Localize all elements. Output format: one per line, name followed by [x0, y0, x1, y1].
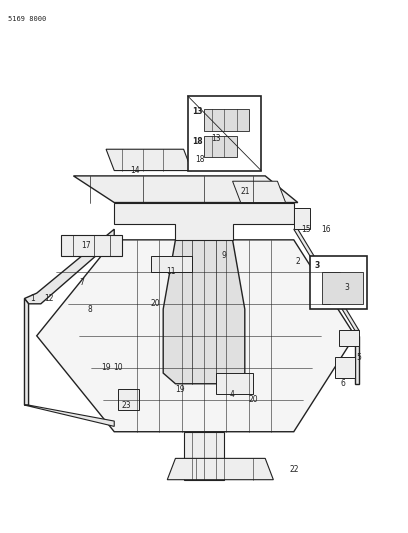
Text: 19: 19: [175, 385, 184, 393]
Polygon shape: [114, 203, 294, 240]
Text: 20: 20: [248, 395, 258, 404]
Polygon shape: [167, 458, 273, 480]
Text: 11: 11: [166, 268, 176, 276]
Text: 20: 20: [150, 300, 160, 308]
Polygon shape: [355, 336, 359, 384]
Text: 23: 23: [122, 401, 131, 409]
Bar: [188, 96, 261, 171]
Text: 19: 19: [101, 364, 111, 372]
Polygon shape: [294, 229, 359, 330]
Text: 17: 17: [81, 241, 91, 249]
Text: 2: 2: [295, 257, 300, 265]
Polygon shape: [37, 240, 355, 432]
Text: 3: 3: [344, 284, 349, 292]
Polygon shape: [216, 373, 253, 394]
Text: 22: 22: [289, 465, 299, 473]
Text: 14: 14: [130, 166, 140, 175]
Text: 9: 9: [222, 252, 227, 260]
Polygon shape: [151, 256, 192, 272]
Polygon shape: [73, 176, 298, 203]
Polygon shape: [294, 208, 310, 229]
Text: 13: 13: [192, 107, 202, 116]
Text: 5: 5: [357, 353, 361, 361]
Text: 18: 18: [195, 156, 205, 164]
Text: 8: 8: [87, 305, 92, 313]
Text: 15: 15: [301, 225, 311, 233]
Polygon shape: [339, 330, 359, 346]
Text: 4: 4: [230, 390, 235, 399]
Text: 6: 6: [340, 379, 345, 388]
Text: 3: 3: [314, 261, 319, 270]
Polygon shape: [24, 298, 29, 405]
Polygon shape: [118, 389, 139, 410]
Polygon shape: [204, 109, 249, 131]
Text: 18: 18: [192, 137, 202, 146]
Text: 13: 13: [211, 134, 221, 143]
Polygon shape: [233, 181, 286, 203]
Text: 12: 12: [44, 294, 54, 303]
Polygon shape: [204, 136, 237, 157]
Polygon shape: [106, 149, 192, 171]
Text: 10: 10: [113, 364, 123, 372]
Polygon shape: [24, 229, 114, 304]
Text: 16: 16: [322, 225, 331, 233]
Polygon shape: [335, 357, 355, 378]
Text: 5169 8000: 5169 8000: [8, 16, 47, 22]
Text: 1: 1: [30, 294, 35, 303]
Polygon shape: [61, 235, 122, 256]
Polygon shape: [184, 432, 224, 480]
Bar: [310, 256, 367, 309]
Polygon shape: [163, 240, 245, 384]
Polygon shape: [322, 272, 363, 304]
Text: 21: 21: [240, 188, 250, 196]
Polygon shape: [24, 405, 114, 426]
Text: 7: 7: [79, 278, 84, 287]
